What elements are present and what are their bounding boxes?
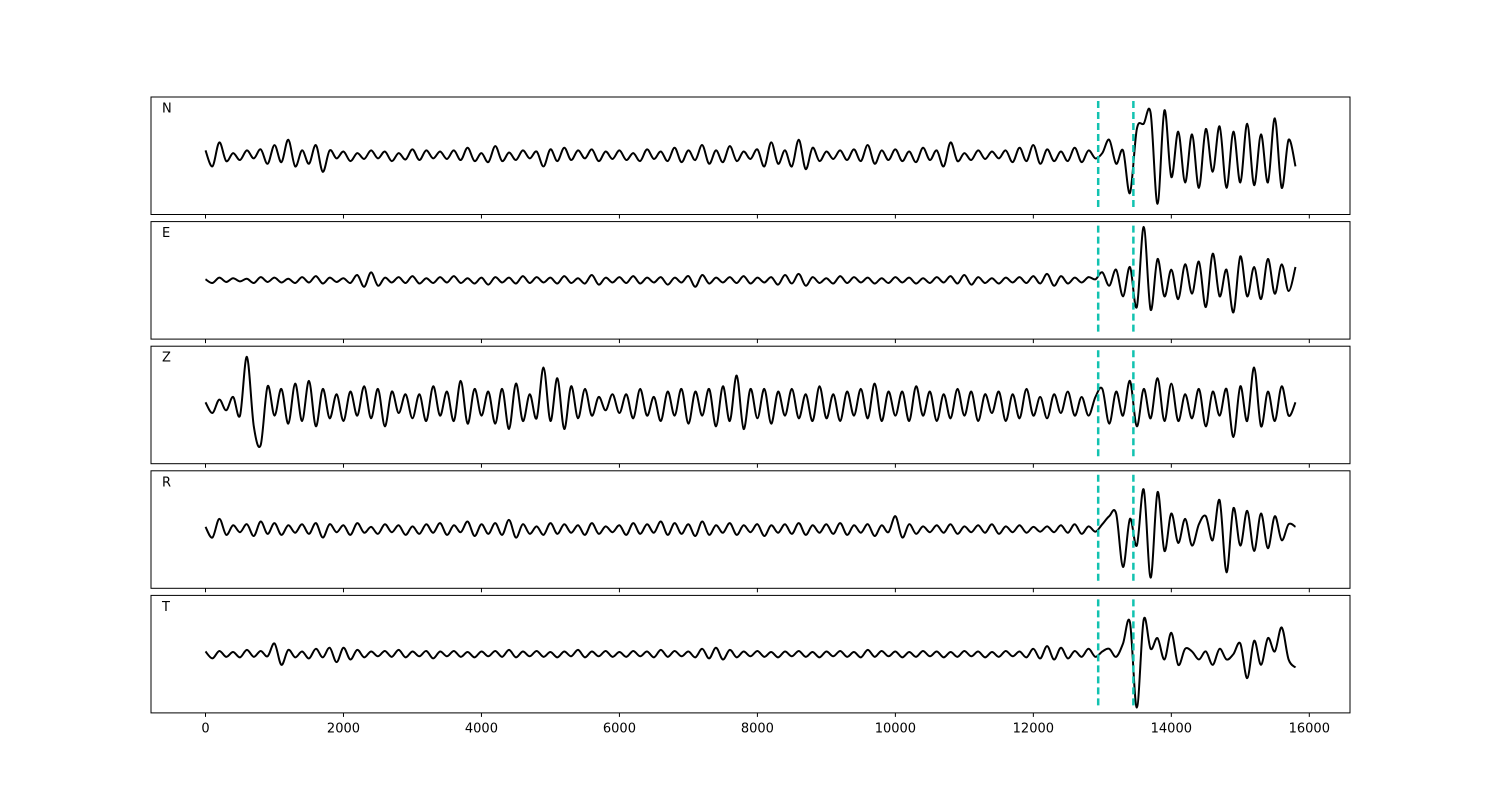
panel-label: E [162,226,170,241]
x-tick-label: 12000 [1013,721,1054,736]
x-tick-label: 8000 [741,721,774,736]
panel-label: Z [162,351,171,366]
panel-frame [150,221,1351,340]
trace [204,107,1297,205]
x-tick-label: 10000 [875,721,916,736]
x-tick-label: 16000 [1289,721,1330,736]
trace [204,355,1297,448]
panel: N [150,96,1351,219]
panel-label: R [162,475,171,490]
panel-frame [150,345,1351,465]
x-tick-label: 6000 [603,721,636,736]
panel-label: N [162,102,172,117]
trace [204,225,1297,314]
panel-label: T [161,600,170,615]
trace [204,616,1297,709]
panel-frame [150,96,1351,215]
panel: E [150,221,1351,344]
panel: R [150,470,1351,593]
panel: T 0 2000 4000 6000 8000 10000 12000 14000 16000 [150,594,1351,736]
x-tick-label: 14000 [1151,721,1192,736]
panel-frame [150,594,1351,714]
panel-frame [150,470,1351,589]
trace [204,488,1297,579]
x-tick-label: 2000 [327,721,360,736]
x-tick-label: 0 [201,721,209,736]
panel: Z [150,345,1351,468]
x-tick-label: 4000 [465,721,498,736]
